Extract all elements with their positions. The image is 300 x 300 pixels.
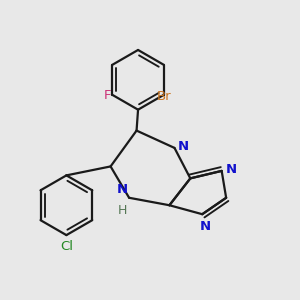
Text: N: N [200, 220, 211, 233]
Text: N: N [116, 183, 128, 196]
Text: H: H [118, 204, 128, 217]
Text: Br: Br [157, 90, 172, 103]
Text: Cl: Cl [60, 241, 73, 254]
Text: N: N [226, 163, 237, 176]
Text: N: N [178, 140, 189, 153]
Text: F: F [104, 89, 111, 103]
